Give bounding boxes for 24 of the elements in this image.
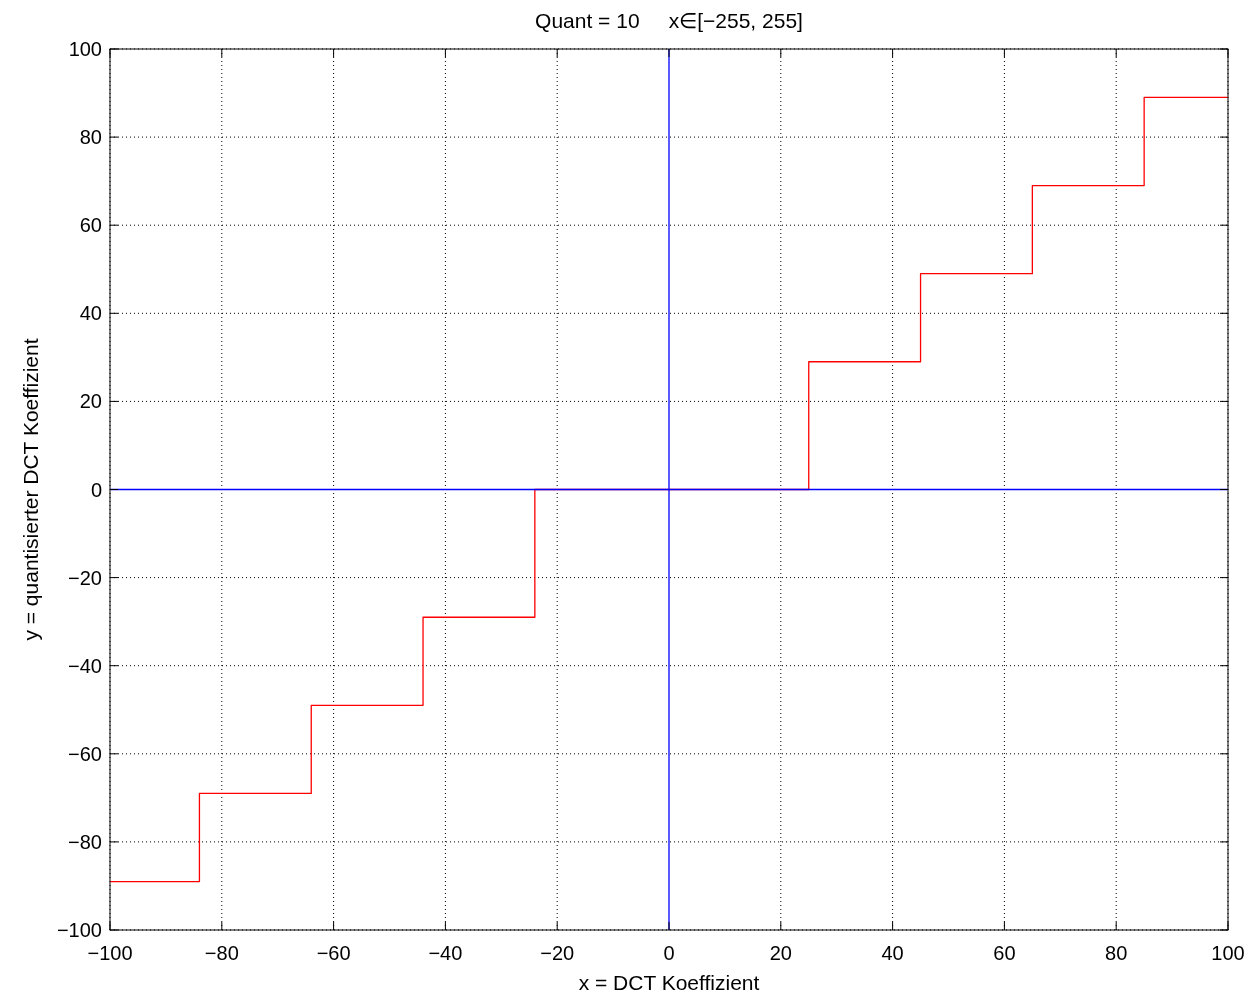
y-tick-label: 60 <box>79 214 102 237</box>
x-tick-label: 40 <box>881 942 904 964</box>
x-tick-label: −40 <box>428 942 463 964</box>
chart-title: Quant = 10 x∈[−255, 255] <box>535 9 803 32</box>
x-tick-label: −60 <box>316 942 351 964</box>
x-tick-label: 0 <box>663 942 675 964</box>
x-axis-title: x = DCT Koeffizient <box>578 971 760 994</box>
y-axis-title: y = quantisierter DCT Koeffizient <box>19 338 42 641</box>
y-tick-label: −100 <box>56 919 102 941</box>
y-tick-label: 80 <box>79 126 102 149</box>
x-tick-label: 80 <box>1105 942 1128 964</box>
x-tick-label: −80 <box>204 942 239 964</box>
y-tick-label: 40 <box>79 302 102 325</box>
y-tick-label: −40 <box>68 654 102 677</box>
x-tick-label: 100 <box>1211 942 1245 964</box>
y-tick-label: −80 <box>68 830 102 853</box>
y-tick-label: 100 <box>68 38 102 60</box>
y-tick-label: 20 <box>79 390 102 413</box>
x-tick-label: 20 <box>769 942 792 964</box>
y-tick-label: −60 <box>68 742 102 765</box>
x-tick-label: −20 <box>540 942 575 964</box>
y-tick-label: 0 <box>90 478 102 501</box>
x-tick-label: 60 <box>993 942 1016 964</box>
y-tick-label: −20 <box>68 566 102 589</box>
